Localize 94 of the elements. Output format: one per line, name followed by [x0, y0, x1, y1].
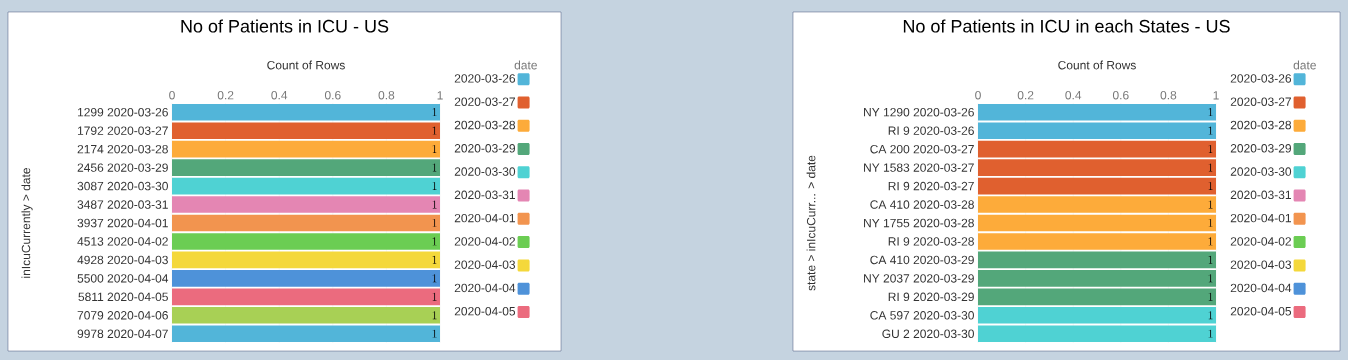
data-label: 1: [1208, 274, 1213, 283]
chart-title: No of Patients in ICU - US: [181, 19, 389, 33]
y-tick-label: NY 1290 2020-03-26: [864, 107, 974, 117]
data-label: 1: [1208, 200, 1213, 209]
x-axis-title: Count of Rows: [1058, 60, 1136, 70]
legend-label: 2020-03-28: [1230, 120, 1292, 130]
legend-label: 2020-03-26: [454, 74, 516, 83]
y-tick-label: CA 597 2020-03-30: [870, 311, 974, 320]
legend-label: 2020-04-01: [454, 213, 515, 223]
y-tick-label: 3487 2020-03-31: [77, 200, 168, 209]
x-axis-title: Count of Rows: [267, 60, 345, 70]
y-tick-label: NY 1755 2020-03-28: [864, 218, 974, 228]
y-tick-label: 1299 2020-03-26: [77, 107, 168, 117]
x-tick-label: 0.8: [1160, 90, 1177, 100]
y-tick-label: RI 9 2020-03-26: [888, 126, 974, 135]
data-label: 1: [432, 200, 437, 209]
y-tick-label: 4928 2020-04-03: [77, 255, 168, 265]
y-tick-label: 5811 2020-04-05: [78, 292, 168, 302]
y-tick-label: 5500 2020-04-04: [77, 274, 169, 283]
x-tick-label: 0.4: [1065, 90, 1082, 100]
y-tick-label: 3087 2020-03-30: [77, 181, 168, 191]
legend-label: 2020-03-27: [454, 97, 515, 106]
data-label: 1: [432, 145, 437, 154]
data-label: 1: [1208, 126, 1213, 135]
x-tick-label: 0.8: [378, 90, 395, 100]
data-label: 1: [432, 255, 437, 264]
data-label: 1: [432, 163, 437, 172]
data-label: 1: [1208, 218, 1213, 227]
y-tick-label: 2174 2020-03-28: [77, 144, 168, 154]
data-label: 1: [1208, 292, 1213, 301]
y-tick-label: 2456 2020-03-29: [77, 163, 168, 172]
legend-label: 2020-04-05: [454, 307, 516, 316]
data-label: 1: [432, 292, 437, 301]
x-tick-label: 0.4: [271, 90, 288, 100]
x-tick-label: 1: [1213, 91, 1219, 100]
data-label: 1: [1208, 163, 1213, 172]
data-label: 1: [432, 329, 437, 338]
y-tick-label: CA 410 2020-03-28: [870, 200, 974, 209]
data-label: 1: [1208, 145, 1213, 154]
y-tick-label: RI 9 2020-03-27: [888, 181, 974, 191]
legend-label: 2020-03-31: [1230, 190, 1291, 200]
y-axis-title: state > inIcuCurr... > date: [806, 155, 816, 291]
legend-title: date: [514, 60, 537, 70]
legend-label: 2020-03-30: [1230, 167, 1292, 176]
x-tick-label: 0: [975, 90, 981, 100]
legend-label: 2020-04-04: [1230, 283, 1292, 293]
data-label: 1: [432, 274, 437, 283]
data-label: 1: [432, 218, 437, 227]
data-label: 1: [432, 181, 437, 190]
legend-label: 2020-03-30: [454, 167, 516, 176]
y-tick-label: 4513 2020-04-02: [77, 237, 168, 246]
y-tick-label: GU 2 2020-03-30: [882, 329, 974, 339]
x-tick-label: 0: [169, 90, 175, 100]
y-tick-label: CA 200 2020-03-27: [870, 144, 974, 154]
data-label: 1: [432, 126, 437, 135]
data-label: 1: [1208, 237, 1213, 246]
y-axis-title: inIcuCurrently > date: [21, 168, 33, 278]
legend-label: 2020-04-05: [1230, 307, 1292, 316]
legend-label: 2020-03-29: [454, 144, 515, 153]
data-label: 1: [432, 237, 437, 246]
legend-label: 2020-03-31: [454, 190, 515, 200]
y-tick-label: CA 410 2020-03-29: [870, 255, 974, 265]
x-tick-label: 0.6: [1112, 90, 1129, 100]
legend-label: 2020-04-01: [1230, 213, 1291, 223]
data-label: 1: [432, 108, 437, 117]
y-tick-label: NY 1583 2020-03-27: [864, 163, 974, 172]
legend-label: 2020-04-02: [1230, 237, 1291, 246]
data-label: 1: [1208, 311, 1213, 320]
data-label: 1: [432, 311, 437, 320]
data-label: 1: [1208, 181, 1213, 190]
legend-label: 2020-04-04: [454, 283, 516, 293]
y-tick-label: NY 2037 2020-03-29: [864, 274, 974, 283]
y-tick-label: 9978 2020-04-07: [77, 329, 168, 339]
data-label: 1: [1208, 108, 1213, 117]
y-tick-label: 7079 2020-04-06: [77, 311, 168, 320]
legend-label: 2020-04-03: [1230, 260, 1292, 269]
y-tick-label: RI 9 2020-03-28: [888, 237, 974, 246]
data-label: 1: [1208, 329, 1213, 338]
legend-title: date: [1293, 60, 1316, 70]
x-tick-label: 0.6: [324, 90, 341, 100]
legend-label: 2020-03-26: [1230, 74, 1292, 83]
legend-label: 2020-03-29: [1230, 144, 1291, 153]
x-tick-label: 0.2: [1017, 90, 1034, 100]
legend-label: 2020-04-02: [454, 237, 515, 246]
y-tick-label: 3937 2020-04-01: [77, 218, 168, 228]
x-tick-label: 1: [437, 91, 443, 100]
chart-title: No of Patients in ICU in each States - US: [903, 19, 1230, 33]
x-tick-label: 0.2: [217, 90, 234, 100]
data-label: 1: [1208, 255, 1213, 264]
legend-label: 2020-04-03: [454, 260, 516, 269]
y-tick-label: 1792 2020-03-27: [77, 126, 168, 135]
legend-label: 2020-03-27: [1230, 97, 1291, 106]
y-tick-label: RI 9 2020-03-29: [888, 292, 974, 302]
legend-label: 2020-03-28: [454, 120, 516, 130]
